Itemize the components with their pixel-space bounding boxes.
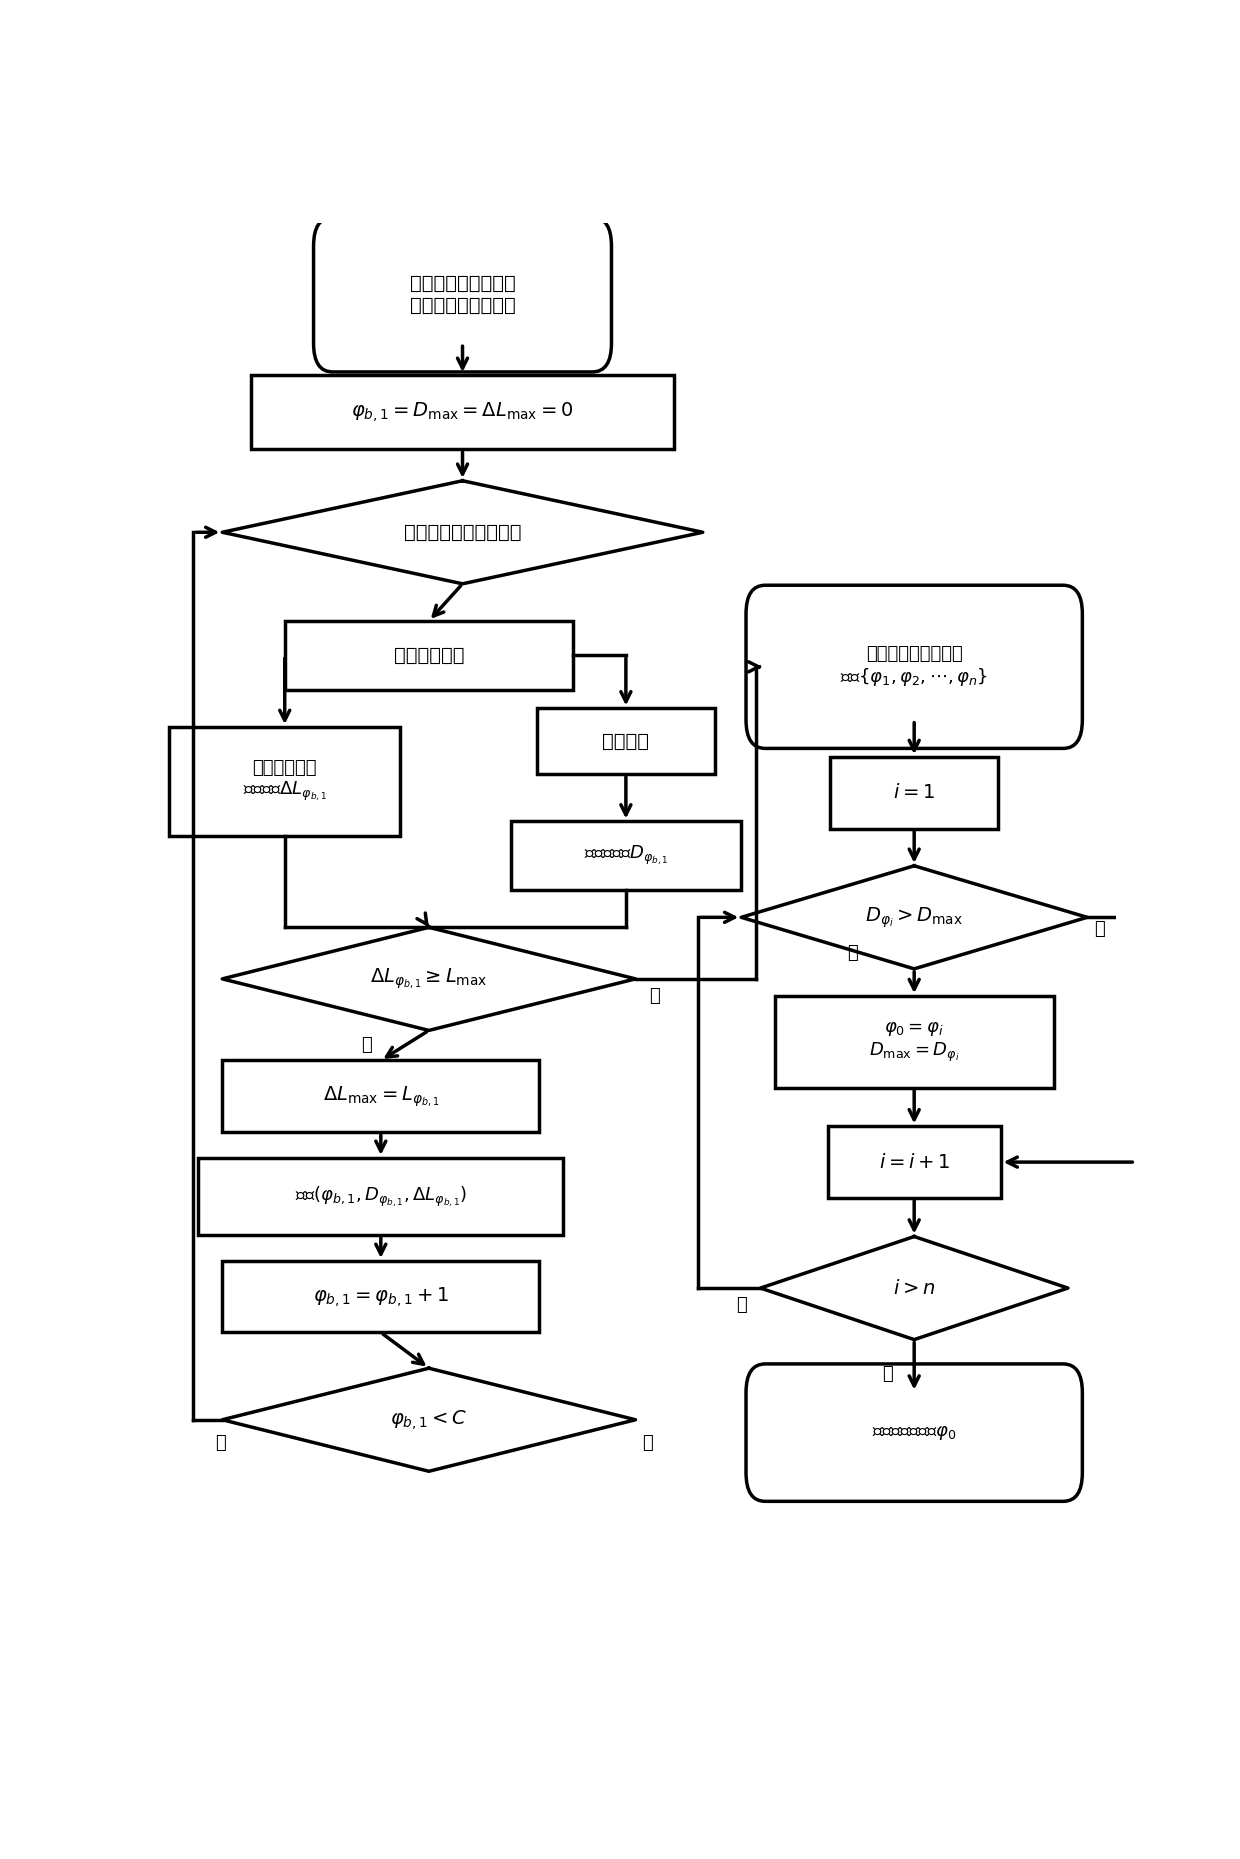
Text: $\varphi_{b,1} = \varphi_{b,1} + 1$: $\varphi_{b,1} = \varphi_{b,1} + 1$: [312, 1285, 449, 1309]
Polygon shape: [760, 1236, 1068, 1340]
Text: 上下游路口信号、交
通流参数及排队权重: 上下游路口信号、交 通流参数及排队权重: [409, 273, 516, 316]
Bar: [170, 727, 401, 837]
Text: 否: 否: [642, 1433, 653, 1452]
Text: $\varphi_{b,1} = D_{\mathrm{max}} = \Delta L_{\mathrm{max}} = 0$: $\varphi_{b,1} = D_{\mathrm{max}} = \Del…: [351, 400, 574, 424]
Bar: [250, 376, 675, 450]
Text: 存储$(\varphi_{b,1},D_{\varphi_{b,1}},\Delta L_{\varphi_{b,1}})$: 存储$(\varphi_{b,1},D_{\varphi_{b,1}},\Del…: [295, 1184, 467, 1208]
Polygon shape: [222, 928, 635, 1030]
Text: $D_{\varphi_i} > D_{\mathrm{max}}$: $D_{\varphi_i} > D_{\mathrm{max}}$: [866, 905, 963, 930]
Bar: [511, 822, 742, 890]
Text: $i > n$: $i > n$: [893, 1279, 935, 1298]
Text: 是: 是: [882, 1365, 893, 1383]
Bar: [222, 1260, 539, 1333]
FancyBboxPatch shape: [746, 586, 1083, 749]
Bar: [828, 1127, 1001, 1197]
Bar: [285, 621, 573, 690]
Polygon shape: [222, 481, 703, 584]
Bar: [222, 1060, 539, 1132]
Text: 是: 是: [361, 1035, 372, 1054]
Text: 是: 是: [215, 1433, 226, 1452]
Text: 判断初始到达车流归属: 判断初始到达车流归属: [404, 522, 521, 541]
Text: 延误模型: 延误模型: [603, 732, 650, 751]
Text: $i = 1$: $i = 1$: [893, 783, 935, 803]
Text: 是: 是: [847, 944, 858, 963]
Bar: [775, 996, 1054, 1088]
Text: $\varphi_{b,1} < C$: $\varphi_{b,1} < C$: [391, 1407, 467, 1431]
FancyBboxPatch shape: [314, 218, 611, 372]
Text: 计算总延误$D_{\varphi_{b,1}}$: 计算总延误$D_{\varphi_{b,1}}$: [584, 844, 668, 868]
Text: 输出最优相位差$\varphi_0$: 输出最优相位差$\varphi_0$: [872, 1424, 956, 1441]
Text: 否: 否: [1094, 920, 1105, 937]
Bar: [830, 757, 998, 829]
Text: 否: 否: [650, 987, 660, 1006]
Text: $\Delta L_{\mathrm{max}} = L_{\varphi_{b,1}}$: $\Delta L_{\mathrm{max}} = L_{\varphi_{b…: [322, 1084, 439, 1108]
Text: $i = i + 1$: $i = i + 1$: [878, 1153, 950, 1171]
Text: $\varphi_0 = \varphi_i$
$D_{\mathrm{max}} = D_{\varphi_i}$: $\varphi_0 = \varphi_i$ $D_{\mathrm{max}…: [869, 1021, 960, 1063]
Bar: [198, 1158, 563, 1234]
Text: 排队长度模型: 排队长度模型: [393, 645, 464, 666]
Text: 计算最大排队
加权总长$\Delta L_{\varphi_{b,1}}$: 计算最大排队 加权总长$\Delta L_{\varphi_{b,1}}$: [243, 758, 326, 803]
Text: 输出第一层优化可行
解域$\{\varphi_1, \varphi_2, \cdots, \varphi_n\}$: 输出第一层优化可行 解域$\{\varphi_1, \varphi_2, \cd…: [841, 645, 988, 688]
Text: $\Delta L_{\varphi_{b,1}} \geq L_{\mathrm{max}}$: $\Delta L_{\varphi_{b,1}} \geq L_{\mathr…: [371, 967, 487, 991]
Polygon shape: [222, 1368, 635, 1470]
FancyBboxPatch shape: [746, 1365, 1083, 1502]
Text: 否: 否: [735, 1296, 746, 1314]
Bar: [537, 708, 714, 773]
Polygon shape: [742, 866, 1087, 969]
